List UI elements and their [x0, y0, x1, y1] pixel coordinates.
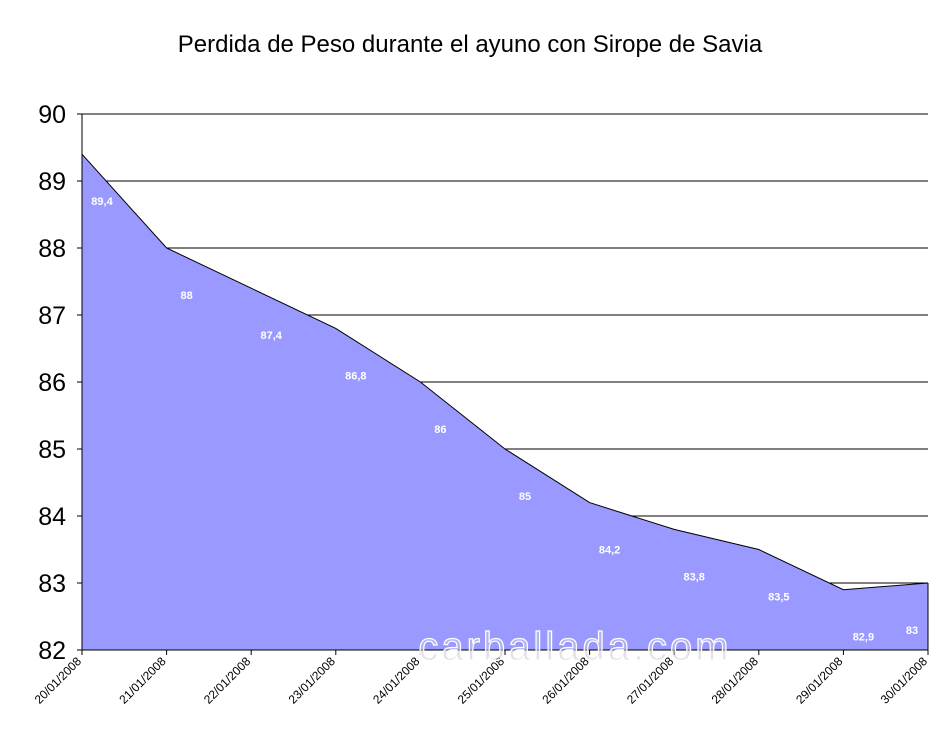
y-tick-label-0: 82	[38, 637, 66, 665]
y-axis-ticks: 82 83 84 85 86 87 88 89 90	[38, 101, 82, 665]
data-label-8: 83,5	[768, 592, 789, 604]
series-line	[81, 153, 929, 591]
x-tick-label-10: 30/01/2008	[878, 654, 931, 707]
data-label-9: 82,9	[853, 632, 874, 644]
data-label-6: 84,2	[599, 545, 620, 557]
y-tick-label-3: 85	[38, 436, 66, 464]
chart-title: Perdida de Peso durante el ayuno con Sir…	[178, 31, 763, 58]
y-tick-label-7: 89	[38, 168, 66, 196]
data-label-2: 87,4	[260, 330, 282, 342]
y-tick-label-6: 88	[38, 235, 66, 263]
x-tick-label-9: 29/01/2008	[793, 654, 846, 707]
x-tick-label-2: 22/01/2008	[201, 654, 254, 707]
data-labels: 89,4 88 87,4 86,8 86 85 84,2 83,8 83,5 82,9 83	[91, 196, 918, 644]
x-tick-label-1: 21/01/2008	[116, 654, 169, 707]
data-label-10: 83	[906, 625, 918, 637]
area-layer	[81, 153, 929, 650]
y-tick-label-5: 87	[38, 302, 66, 330]
y-tick-label-1: 83	[38, 570, 66, 598]
data-label-0: 89,4	[91, 196, 113, 208]
data-label-7: 83,8	[683, 571, 704, 583]
y-tick-label-2: 84	[38, 503, 66, 531]
area-fill	[82, 154, 928, 650]
data-label-4: 86	[434, 424, 446, 436]
data-label-1: 88	[180, 290, 192, 302]
y-tick-label-8: 90	[38, 101, 66, 129]
watermark: carballada.com	[418, 625, 731, 669]
x-tick-label-3: 23/01/2008	[286, 654, 339, 707]
data-label-3: 86,8	[345, 370, 366, 382]
x-tick-label-4: 24/01/2008	[370, 654, 423, 707]
y-tick-label-4: 86	[38, 369, 66, 397]
data-label-5: 85	[519, 491, 531, 503]
